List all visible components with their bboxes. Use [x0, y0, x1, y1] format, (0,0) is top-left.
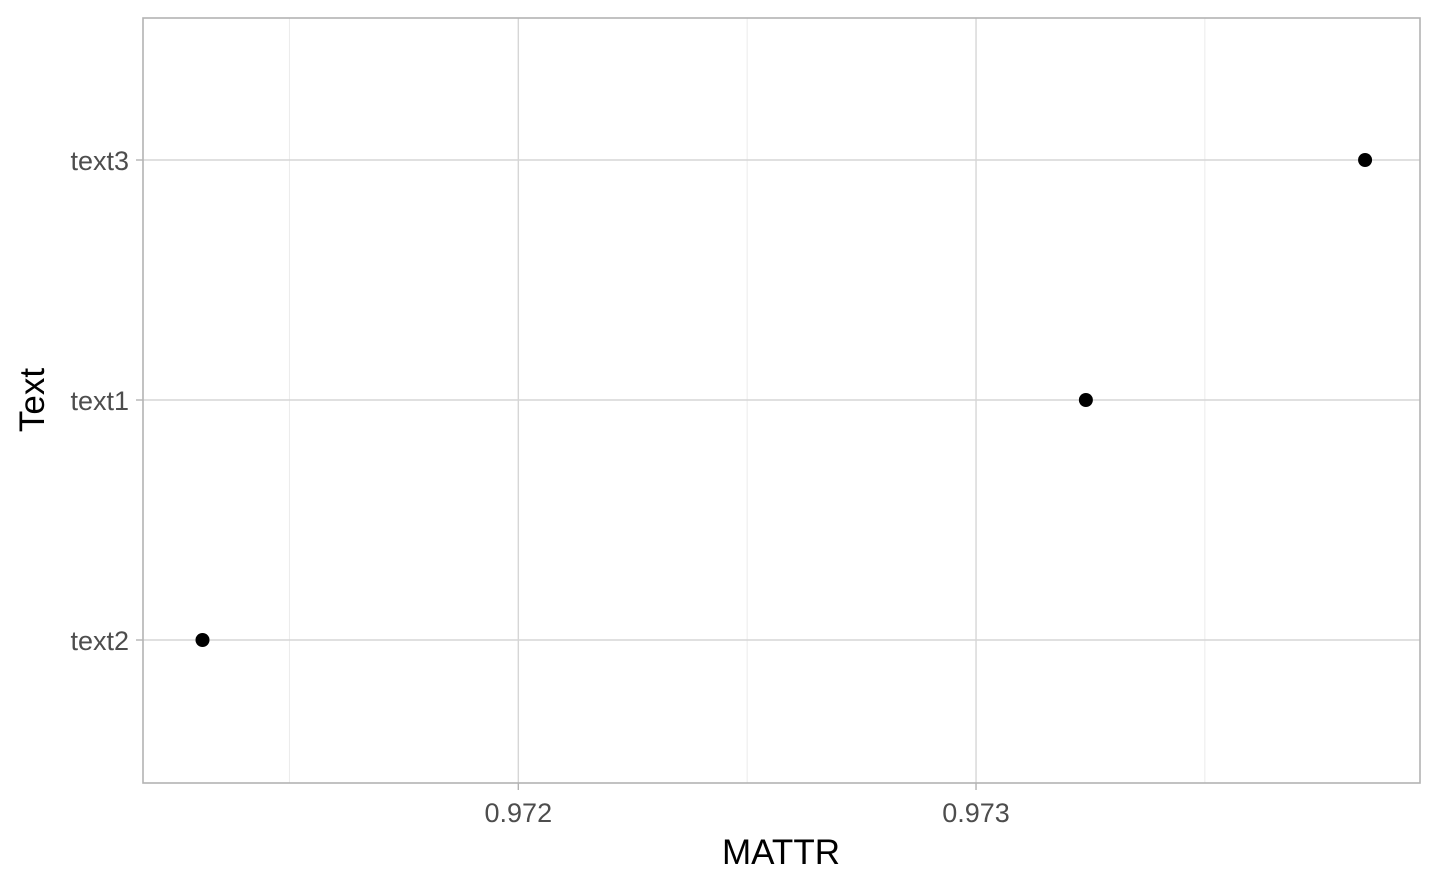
y-tick-label: text1: [70, 386, 129, 416]
data-point: [1078, 393, 1093, 407]
x-axis-tick-labels: 0.972 0.973: [485, 798, 1010, 828]
data-points: [195, 153, 1373, 647]
y-axis-tick-labels: text2 text1 text3: [70, 146, 129, 656]
y-axis-title: Text: [13, 368, 52, 432]
y-axis-ticks: [136, 159, 143, 641]
data-point: [195, 633, 210, 647]
x-axis-title: MATTR: [722, 833, 840, 872]
y-tick-label: text2: [70, 626, 129, 656]
x-tick-label: 0.973: [942, 798, 1010, 828]
major-gridlines-y: [143, 159, 1420, 641]
data-point: [1358, 153, 1373, 167]
x-axis-ticks: [517, 783, 977, 790]
x-tick-label: 0.972: [485, 798, 553, 828]
y-tick-label: text3: [70, 146, 129, 176]
